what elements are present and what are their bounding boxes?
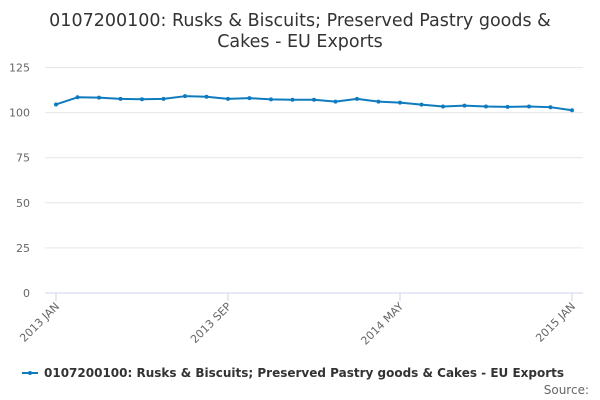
data-point[interactable] <box>97 95 101 100</box>
data-point[interactable] <box>570 108 574 113</box>
data-point[interactable] <box>118 96 123 101</box>
y-tick-label: 75 <box>16 152 30 165</box>
data-point[interactable] <box>312 97 316 102</box>
y-tick-label: 100 <box>9 107 30 120</box>
data-point[interactable] <box>204 94 209 99</box>
data-point[interactable] <box>355 96 359 101</box>
legend-label: 0107200100: Rusks & Biscuits; Preserved … <box>44 366 564 380</box>
data-point[interactable] <box>484 104 488 109</box>
source-label: Source: <box>544 383 589 397</box>
x-tick-label: 2013 SEP <box>188 300 234 346</box>
data-point[interactable] <box>441 104 445 109</box>
x-tick-label: 2015 JAN <box>533 300 578 345</box>
data-point[interactable] <box>333 99 338 104</box>
y-axis-ticks: 0 25 50 75 100 125 <box>9 62 30 301</box>
data-point[interactable] <box>462 103 467 108</box>
legend-point-marker <box>28 371 32 375</box>
chart-title-line-2: Cakes - EU Exports <box>217 32 383 52</box>
data-point[interactable] <box>419 102 424 107</box>
data-point[interactable] <box>226 96 230 101</box>
data-point[interactable] <box>398 100 402 105</box>
data-point[interactable] <box>505 104 510 109</box>
x-tick-label: 2014 MAY <box>358 300 406 348</box>
x-tick-label: 2013 JAN <box>17 300 62 345</box>
data-point[interactable] <box>527 104 531 109</box>
data-point[interactable] <box>161 96 166 101</box>
y-tick-label: 0 <box>23 287 30 300</box>
data-point[interactable] <box>376 99 381 104</box>
data-point[interactable] <box>140 97 144 102</box>
grid-lines <box>45 67 583 249</box>
y-tick-label: 25 <box>16 242 30 255</box>
data-point[interactable] <box>247 96 252 101</box>
data-point[interactable] <box>290 97 295 102</box>
legend[interactable]: 0107200100: Rusks & Biscuits; Preserved … <box>22 366 564 380</box>
y-tick-label: 50 <box>16 197 30 210</box>
data-point[interactable] <box>54 102 58 107</box>
data-point[interactable] <box>548 105 553 110</box>
data-point[interactable] <box>75 95 80 100</box>
chart-title-line-1: 0107200100: Rusks & Biscuits; Preserved … <box>49 11 551 31</box>
data-point[interactable] <box>183 94 187 99</box>
y-tick-label: 125 <box>9 62 30 75</box>
series-layer <box>54 94 574 113</box>
data-point[interactable] <box>269 97 273 102</box>
x-axis: 2013 JAN 2013 SEP 2014 MAY 2015 JAN <box>17 292 583 348</box>
